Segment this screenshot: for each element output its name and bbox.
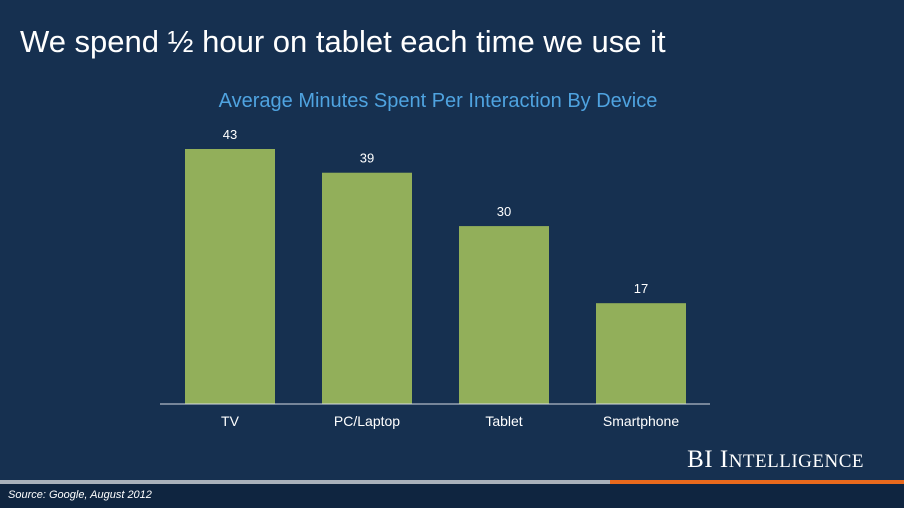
bar-1	[322, 172, 412, 404]
slide-headline: We spend ½ hour on tablet each time we u…	[20, 24, 666, 59]
bar-3	[596, 303, 686, 404]
brand-main: BI I	[687, 446, 729, 473]
source-note: Source: Google, August 2012	[8, 489, 152, 501]
bi-intelligence-logo: BI INTELLIGENCE	[687, 446, 864, 474]
value-label-1: 39	[360, 151, 374, 166]
category-label-1: PC/Laptop	[334, 413, 400, 429]
bars-layer	[185, 149, 686, 404]
labels-layer: 43 TV 39 PC/Laptop 30 Tablet 17 Smartphone	[221, 127, 679, 429]
chart-title: Average Minutes Spent Per Interaction By…	[218, 90, 658, 112]
category-label-0: TV	[221, 413, 240, 429]
value-label-0: 43	[223, 127, 237, 142]
bar-2	[459, 226, 549, 404]
bar-0	[185, 149, 275, 404]
category-label-2: Tablet	[485, 413, 522, 429]
value-label-2: 30	[497, 204, 511, 219]
footer-divider-orange	[610, 480, 904, 484]
category-label-3: Smartphone	[603, 413, 679, 429]
footer-bar	[0, 484, 904, 508]
footer-divider-gray	[0, 480, 610, 484]
brand-smallcaps: NTELLIGENCE	[728, 451, 864, 472]
value-label-3: 17	[634, 281, 648, 296]
